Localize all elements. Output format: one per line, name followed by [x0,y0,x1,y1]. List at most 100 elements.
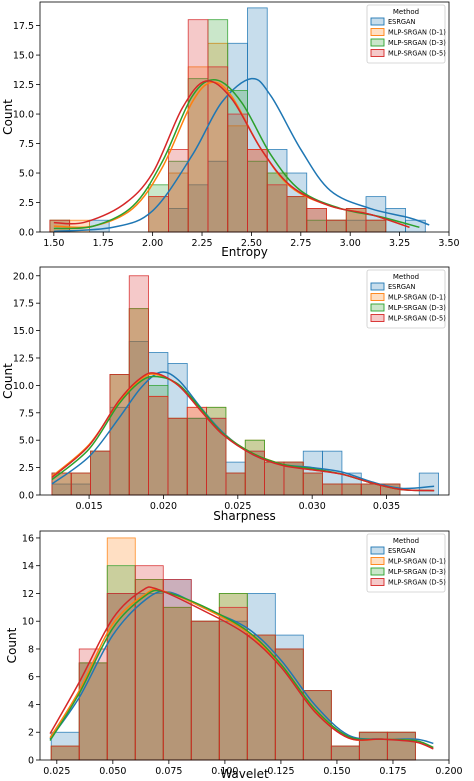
legend-entry: MLP-SRGAN (D-1) [388,29,446,37]
x-tick-label: 0.150 [323,766,350,777]
y-tick-label: 0 [28,756,34,767]
y-tick-label: 8 [28,644,34,655]
histogram-bar [206,417,227,496]
histogram-bar [227,113,248,233]
histogram-bar [78,662,108,761]
axes-frame [39,1,450,233]
histogram-bar [360,483,381,496]
histogram-bar [70,472,91,496]
histogram-bar [106,593,136,761]
legend-entry: MLP-SRGAN (D-5) [388,50,446,58]
legend-swatch [370,557,385,565]
y-tick-label: 17.5 [13,299,34,310]
x-tick-label: 0.030 [299,501,326,512]
histogram-bar [162,606,192,761]
chart-panel-3: 0.025 0.050 0.075 0.100 0.125 0.150 0.175 0.200… [5,530,463,781]
y-tick-label: 10 [22,617,34,628]
legend: Method ESRGAN MLP-SRGAN (D-1) MLP-SRGAN (D-… [366,533,446,593]
legend-title: Method [393,8,419,16]
x-tick-label: 3.00 [340,238,361,249]
x-tick-label: 0.050 [99,766,126,777]
x-tick-label: 0.025 [224,501,251,512]
x-tick-label: 0.025 [43,766,70,777]
histogram-bar [148,395,169,496]
kde-curve-0 [51,371,435,490]
histogram-bar [190,620,220,761]
legend-swatch [370,49,385,57]
histogram-bar [358,731,388,761]
y-tick-label: 5.0 [19,169,34,180]
y-axis-label: Count [1,363,15,399]
legend-swatch [370,17,385,26]
histogram-bar [190,620,220,761]
kde-curve-3 [49,586,434,750]
y-tick-label: 17.5 [13,21,34,32]
x-tick-label: 0.175 [379,766,406,777]
histogram-bar [225,472,246,496]
histogram-bar [326,219,347,233]
y-tick-label: 10.0 [13,110,34,121]
y-tick-label: 7.5 [19,139,34,150]
histogram-bar [78,662,108,761]
kde-curve-3 [51,372,435,492]
series-bars-2 [50,565,416,761]
histogram-bar [106,537,136,761]
y-tick-label: 5.0 [19,436,34,447]
x-tick-label: 2.75 [290,238,311,249]
legend: Method ESRGAN MLP-SRGAN (D-1) MLP-SRGAN (D-… [366,269,446,329]
x-tick-label: 0.020 [150,501,177,512]
x-tick-label: 0.035 [373,501,400,512]
kde-curve-0 [53,77,430,233]
legend-entry: MLP-SRGAN (D-3) [388,568,446,576]
y-tick-label: 20.0 [13,271,34,282]
histogram-bar [162,579,192,761]
x-tick-label: 2.50 [241,238,262,249]
y-tick-label: 15.0 [13,51,34,62]
histogram-bar [168,149,189,233]
y-axis-label: Count [5,627,19,663]
x-tick-label: 2.00 [142,238,163,249]
legend-title: Method [393,537,419,545]
x-tick-label: 0.075 [155,766,182,777]
histogram-bar [341,483,362,496]
x-tick-label: 2.25 [191,238,212,249]
legend-swatch [370,314,385,322]
x-tick-label: 3.50 [438,238,459,249]
y-tick-label: 2.5 [19,198,34,209]
histogram-bar [134,579,164,761]
x-tick-label: 0.125 [267,766,294,777]
histogram-bar [187,19,209,233]
series-bars-3 [51,275,401,496]
y-tick-label: 2.5 [19,463,34,474]
histogram-bar [330,745,360,761]
kde-curve-3 [53,80,410,228]
legend-entry: MLP-SRGAN (D-3) [388,39,446,47]
x-tick-label: 1.50 [43,238,64,249]
histogram-bar [386,731,416,761]
legend-swatch [370,28,385,36]
histogram-bar [418,472,439,496]
histogram-bar [322,483,343,496]
y-tick-label: 12.5 [13,353,34,364]
histogram-bar [190,620,220,761]
series-bars-2 [49,19,387,233]
legend-swatch [370,38,385,47]
histogram-bar [302,472,323,496]
histogram-bar [167,417,188,496]
histogram-bar [186,406,207,496]
legend-swatch [370,293,385,301]
x-axis-label: Entropy [221,245,268,259]
x-tick-label: 0.100 [211,766,238,777]
x-axis-label: Wavelet [220,767,269,781]
legend-title: Method [393,273,419,281]
histogram-bar [266,184,288,233]
histogram-bar [134,565,164,761]
legend-swatch [370,303,385,312]
histogram-bar [148,196,169,233]
y-tick-label: 2 [28,728,34,739]
legend-entry: ESRGAN [388,547,416,555]
histogram-bar [51,472,72,496]
y-tick-label: 15.0 [13,326,34,337]
axes-frame [39,266,450,496]
